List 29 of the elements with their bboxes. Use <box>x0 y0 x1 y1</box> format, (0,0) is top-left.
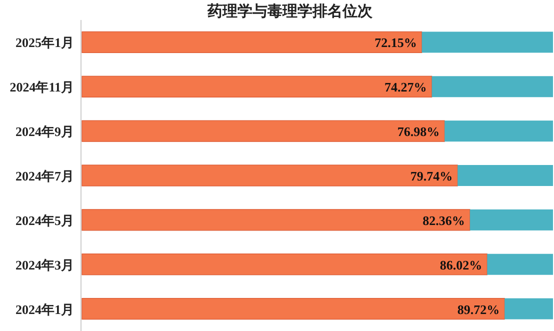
data-label: 76.98% <box>397 124 440 140</box>
bar <box>82 209 470 231</box>
bar <box>470 209 553 230</box>
bar <box>432 76 553 98</box>
y-tick-label: 2024年9月 <box>16 124 74 140</box>
bar <box>82 254 488 276</box>
bar <box>82 298 505 320</box>
bar <box>82 31 422 54</box>
data-label: 82.36% <box>422 212 465 228</box>
y-tick-label: 2024年11月 <box>10 80 74 95</box>
y-tick-label: 2024年1月 <box>16 302 74 317</box>
y-tick-label: 2024年7月 <box>16 168 74 184</box>
y-tick-label: 2025年1月 <box>16 35 74 50</box>
data-label: 72.15% <box>374 35 417 50</box>
bar <box>504 298 553 320</box>
y-tick-label: 2024年3月 <box>16 257 74 272</box>
bar <box>82 76 432 98</box>
data-label: 74.27% <box>384 80 427 95</box>
data-label: 79.74% <box>410 168 453 184</box>
data-label: 86.02% <box>440 257 482 272</box>
data-label: 89.72% <box>457 302 500 317</box>
bar <box>458 165 553 186</box>
y-tick-label: 2024年5月 <box>16 212 74 228</box>
chart-title: 药理学与毒理学排名位次 <box>206 3 374 20</box>
bar <box>82 120 445 142</box>
bar <box>444 120 553 142</box>
bar <box>422 32 553 53</box>
bar <box>82 164 458 186</box>
bar <box>487 254 553 275</box>
